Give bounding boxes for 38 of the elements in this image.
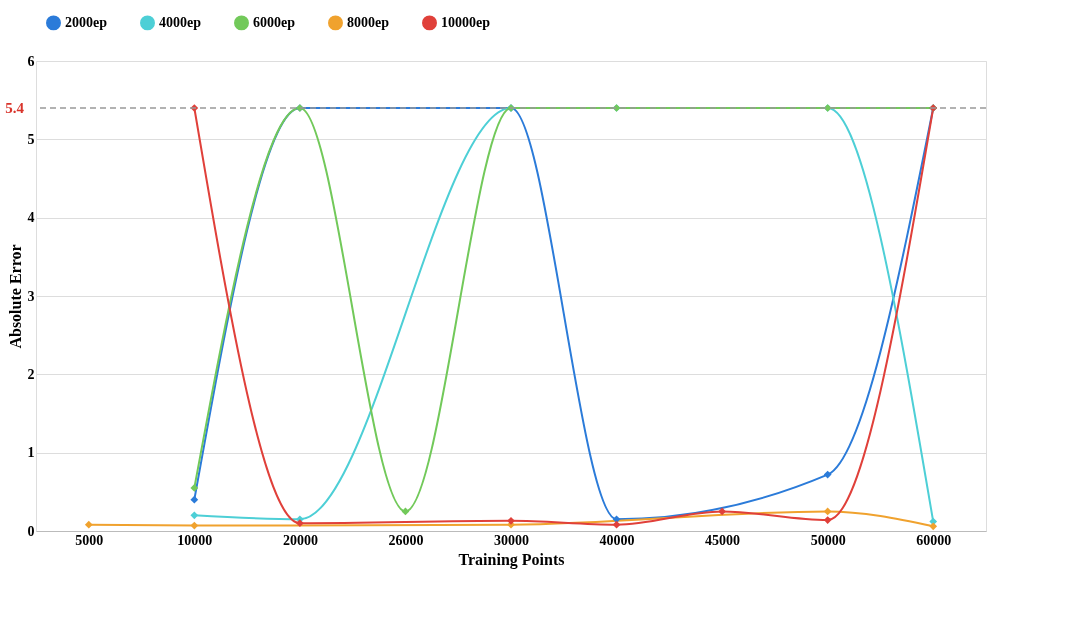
x-tick-label: 30000: [494, 532, 529, 548]
point: [929, 522, 938, 531]
x-tick-label: 40000: [599, 532, 635, 548]
point: [84, 520, 93, 529]
y-tick-label: 4: [27, 210, 35, 226]
x-tick-label: 50000: [810, 532, 846, 548]
x-tick-label: 45000: [705, 532, 741, 548]
x-axis-title: Training Points: [458, 550, 565, 569]
x-tick-label: 20000: [282, 532, 318, 548]
y-tick-label: 2: [27, 366, 35, 382]
legend-label: 8000ep: [347, 14, 390, 30]
point: [401, 507, 410, 516]
y-tick-label: 3: [27, 288, 35, 304]
point: [190, 495, 199, 504]
point: [823, 470, 832, 479]
point: [190, 521, 199, 530]
y-axis-title: Absolute Error: [6, 244, 24, 349]
y-tick-label: 0: [27, 523, 35, 539]
legend-label: 4000ep: [159, 14, 202, 30]
point: [823, 516, 832, 524]
x-tick-label: 60000: [916, 532, 952, 548]
point: [718, 507, 726, 516]
x-tick-label: 10000: [177, 532, 213, 548]
legend-label: 2000ep: [65, 14, 108, 30]
y-tick-label: 1: [27, 445, 35, 461]
point: [296, 519, 304, 528]
point: [190, 511, 199, 520]
point: [507, 516, 515, 525]
y-tick-label: 6: [27, 53, 35, 69]
point: [190, 484, 199, 492]
legend-label: 6000ep: [253, 14, 296, 30]
legend-label: 10000ep: [441, 14, 491, 30]
y-tick-label: 5: [27, 131, 35, 147]
x-tick-label: 5000: [75, 532, 104, 548]
x-tick-label: 26000: [388, 532, 424, 548]
point: [612, 520, 621, 529]
point: [823, 507, 832, 516]
ref-line-label: 5.4: [5, 100, 25, 116]
